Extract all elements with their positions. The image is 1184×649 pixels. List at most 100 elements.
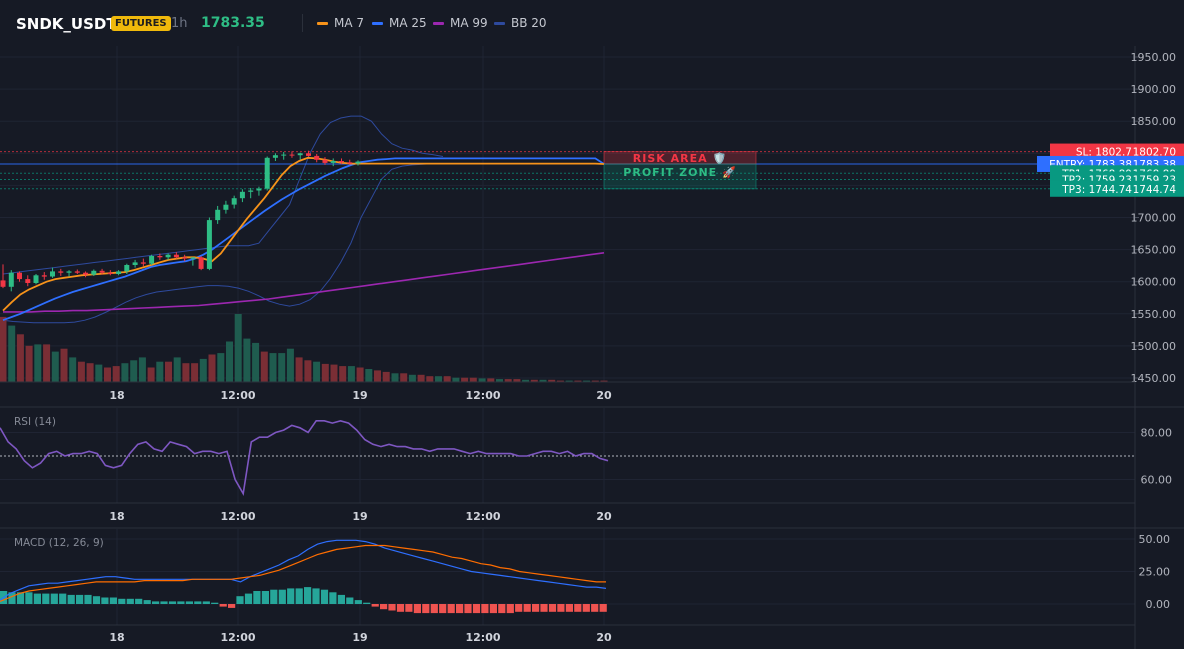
candle-body [33,275,39,283]
volume-bar [304,360,312,382]
volume-bar [339,366,347,382]
rsi-title: RSI (14) [14,416,56,428]
legend-ma7-label: MA 7 [334,16,365,30]
symbol-title[interactable]: SNDK_USDT [16,15,117,33]
legend-ma25-swatch [372,21,383,25]
macd-signal-line [0,544,606,602]
macd-histogram-bar [92,596,101,604]
macd-time-tick: 12:00 [220,631,255,644]
volume-bar [504,379,512,382]
legend-ma7[interactable]: MA 7 [317,16,364,30]
rsi-tick-label: 60.00 [1141,474,1173,487]
ma99-line [3,252,605,313]
candle-body [347,162,353,164]
macd-histogram-bar [540,604,548,612]
volume-bar [496,379,503,382]
candle-body [248,190,254,192]
futures-badge: FUTURES [111,16,171,31]
time-tick-label: 18 [109,389,124,402]
macd-histogram-bar [396,604,405,612]
macd-histogram-bar [312,588,320,604]
candle-body [41,275,47,277]
volume-bar [217,353,225,382]
volume-bar [548,379,556,382]
candle-body [339,161,344,163]
macd-histogram-bar [109,597,117,604]
macd-histogram-bar [506,604,514,614]
volume-bar [487,378,495,382]
macd-histogram-bar [84,594,92,604]
macd-time-tick: 19 [352,631,367,644]
candle-body [272,155,278,158]
candle-body [223,204,229,210]
price-tick-label: 1550.00 [1131,308,1177,321]
rsi-pane: RSI (14) 80.00 60.00 18 12:00 19 12:00 20 [0,408,1184,649]
volume-bar [347,366,355,382]
legend-ma99-label: MA 99 [450,16,488,30]
macd-histogram-bar [194,601,202,604]
profit-zone-label: PROFIT ZONE 🚀 [623,166,736,179]
volume-bar [60,348,68,382]
macd-histogram-bar [439,604,447,614]
macd-tick-label: 25.00 [1139,566,1171,579]
annotation-tag-label: TP3: 1744.74 [1061,184,1132,196]
macd-histogram-bar [76,594,84,604]
price-tick-label: 1500.00 [1131,340,1177,353]
legend-ma99[interactable]: MA 99 [433,16,488,30]
macd-histogram-bar [16,592,25,604]
candle-body [25,279,31,283]
rsi-time-tick: 18 [109,510,124,523]
macd-histogram-bar [430,604,438,614]
macd-histogram-bar [270,589,278,604]
macd-histogram-bar [8,592,16,604]
rsi-time-tick: 12:00 [465,510,500,523]
macd-histogram-bar [354,600,362,604]
volume-bar [77,361,85,382]
candle-body [91,270,97,275]
volume-bar [478,378,486,382]
macd-histogram-bar [532,604,540,612]
main-time-axis: 18 12:00 19 12:00 20 [0,381,1184,408]
time-tick-label: 20 [596,389,612,402]
macd-histogram-bar [582,604,590,612]
rsi-axis-bg [1135,408,1184,503]
candle-body [116,271,122,274]
macd-histogram-bar [228,604,236,608]
candle-body [124,265,130,272]
macd-histogram-bar [363,602,371,604]
macd-histogram-bar [211,602,219,604]
macd-histogram-bar [557,604,565,612]
annotation-value-label: 1802.70 [1133,147,1176,159]
legend-bb20-swatch [494,21,505,25]
macd-histogram-bar [489,604,497,614]
macd-histogram-bar [278,589,286,604]
volume-bar [104,367,111,382]
legend-ma25[interactable]: MA 25 [372,16,427,30]
interval-label[interactable]: 1h [171,16,188,31]
macd-histogram-bar [346,597,354,604]
legend-ma25-label: MA 25 [389,16,427,30]
macd-histogram-bar [126,598,134,604]
volume-bar [199,358,207,382]
candle-body [314,155,320,160]
candle-body [0,280,6,287]
candle-body [306,153,311,156]
macd-histogram-bar [405,604,413,612]
candle-body [198,257,204,269]
volume-bar [269,353,277,382]
macd-time-tick: 20 [596,631,612,644]
macd-histogram-bar [320,589,329,604]
volume-bar [565,380,573,382]
volume-bar [408,374,416,382]
candle-body [83,272,89,275]
candle-body [289,154,295,156]
macd-histogram-bar [59,593,67,604]
macd-histogram-bar [143,600,151,604]
candle-body [58,271,64,273]
macd-histogram-bar [591,604,599,612]
legend-bb20[interactable]: BB 20 [494,16,547,30]
volume-bar [243,338,251,382]
